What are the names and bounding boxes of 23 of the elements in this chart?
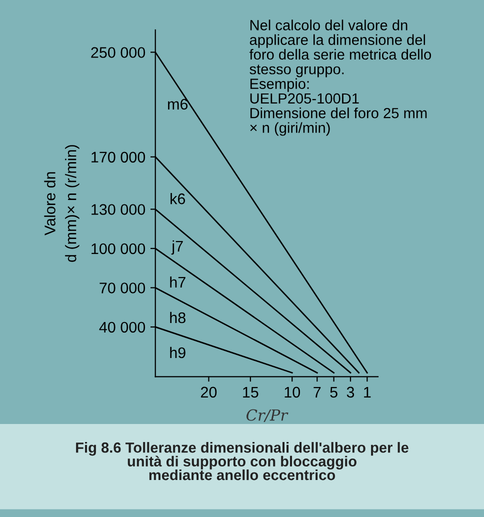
series-label: h8 (170, 312, 186, 324)
y-tick-label: 70 000 (100, 282, 146, 294)
series-label: j7 (171, 240, 183, 255)
x-tick-label: 15 (243, 386, 258, 398)
y-tick-label: 130 000 (92, 204, 146, 215)
annotation: Nel calcolo del valore dn applicare la dimensione del foro della serie metrica dello stesso gruppo. Esempio: UELP205-100D1 Dimensione del foro 25 mm × n (giri/min) (249, 20, 432, 136)
series-label: m6 (168, 98, 188, 110)
x-tick-label: 10 (284, 386, 300, 398)
text: Fig 8.6 Tolleranze dimensionali dell'albero per le unità di supporto con bloccaggio mediante anello eccentrico (76, 442, 408, 480)
y-tick-label: 40 000 (99, 322, 146, 333)
x-tick-label: 20 (201, 386, 217, 398)
series-label: h9 (170, 346, 186, 358)
y-tick-label: 100 000 (92, 243, 146, 254)
y-tick-label: 250 000 (91, 47, 146, 58)
y-axis-title: Valore dn d (mm)× n (r/min) (44, 145, 80, 262)
series-label: k6 (170, 193, 186, 204)
x-axis-title: Cr/Pr (246, 409, 288, 422)
series-label: h7 (170, 276, 186, 288)
y-tick-label: 170 000 (92, 152, 146, 163)
x-tick-label: 5 (330, 386, 338, 398)
x-tick-label: 1 (364, 386, 371, 398)
x-tick-label: 3 (346, 386, 354, 398)
x-tick-label: 7 (314, 386, 321, 398)
